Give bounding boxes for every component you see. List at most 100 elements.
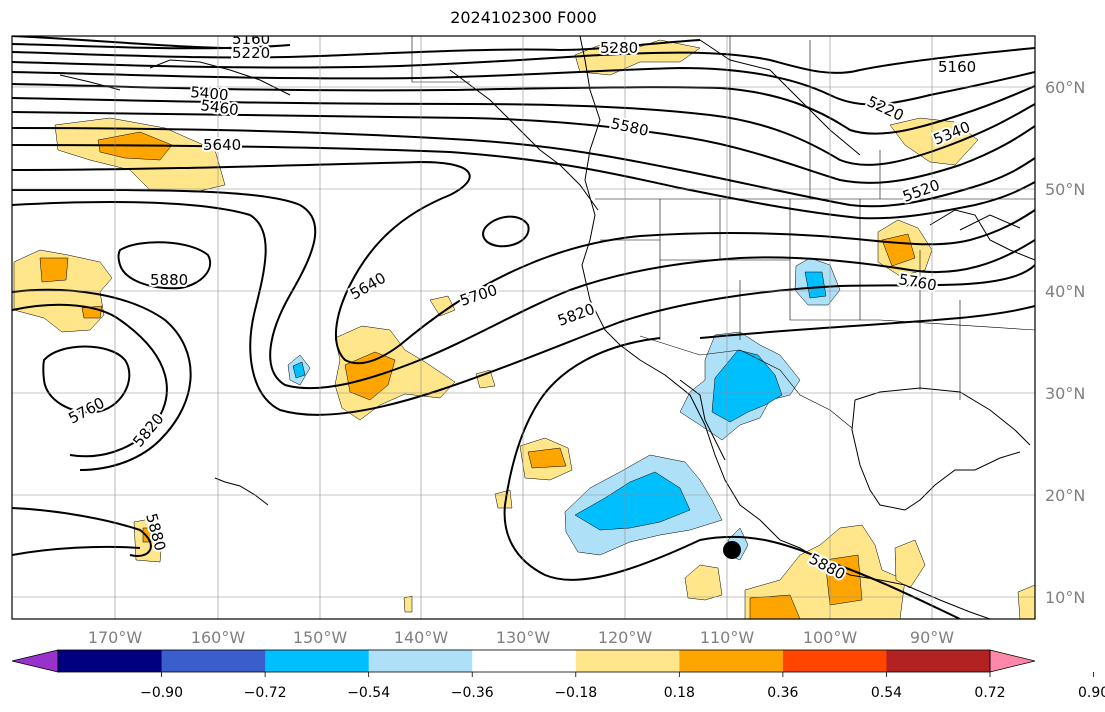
contour-label: 5160: [232, 30, 270, 48]
contour-line: [12, 288, 192, 471]
anomaly-area: [39, 257, 69, 283]
lat-lon-grid: [12, 36, 1035, 619]
positive-anomaly-shading: [13, 39, 1035, 619]
longitude-tick-label: 160°W: [191, 628, 246, 647]
contour-line: [12, 160, 1035, 365]
anomaly-area: [429, 295, 456, 317]
contour-labels: 5160 5220 5280 5160 5400 5460 5220 5340 …: [63, 30, 978, 585]
coastlines: [59, 36, 1035, 619]
coastline: [149, 59, 291, 96]
contour-label: 5220: [864, 92, 906, 124]
contour-line: [12, 188, 1035, 390]
contour-label: 5820: [555, 300, 597, 330]
colorbar-segment: [679, 650, 784, 672]
colorbar-tick-label: −0.72: [244, 685, 287, 701]
contour-line: [12, 545, 141, 556]
contour-line: [12, 43, 291, 50]
longitude-tick-label: 130°W: [496, 628, 551, 647]
contour-line: [12, 66, 1035, 106]
coastline: [959, 214, 1021, 231]
coastline: [679, 379, 726, 461]
contour-label: 5280: [600, 39, 638, 57]
colorbar-extend-high: [989, 649, 1036, 673]
contour-line: [482, 215, 530, 248]
height-contours: [12, 36, 1035, 619]
colorbar-extend-low: [11, 649, 59, 673]
negative-anomaly-shading: [287, 257, 841, 561]
longitude-tick-label: 90°W: [910, 628, 954, 647]
contour-line: [12, 507, 152, 557]
coastline: [579, 36, 991, 619]
colorbar-segment: [265, 650, 370, 672]
colorbar-tick-label: 0.18: [664, 685, 695, 701]
coastline: [699, 39, 861, 156]
longitude-tick-label: 100°W: [803, 628, 858, 647]
coastline: [851, 399, 1021, 511]
colorbar-tick-label: 0.90: [1078, 685, 1105, 701]
contour-line: [12, 36, 261, 50]
colorbar-tick-label: 0.36: [767, 685, 798, 701]
colorbar-segment: [161, 650, 266, 672]
contour-line: [12, 97, 1035, 166]
contour-label: 5760: [65, 394, 107, 428]
map-title: 2024102300 F000: [450, 8, 597, 27]
colorbar-segment: [472, 650, 577, 672]
contour-line: [12, 83, 1035, 135]
latitude-tick-label: 10°N: [1045, 588, 1085, 607]
colorbar-segment: [368, 650, 473, 672]
contour-line: [12, 201, 1035, 416]
colorbar-outline: [57, 649, 991, 673]
colorbar: [11, 649, 1036, 673]
contour-label: 5580: [609, 114, 650, 140]
anomaly-area: [527, 447, 567, 469]
anomaly-area: [684, 564, 723, 601]
anomaly-area: [1017, 584, 1035, 619]
border: [659, 199, 721, 261]
colorbar-ticks: −0.90 −0.72 −0.54 −0.36 −0.18 0.18 0.36 0.54 0.7…: [140, 672, 1105, 701]
colorbar-tick-label: −0.90: [140, 685, 183, 701]
contour-line: [117, 241, 211, 290]
colorbar-tick-label: 0.54: [871, 685, 902, 701]
anomaly-area: [292, 361, 306, 379]
coastline: [929, 209, 1035, 261]
contour-label: 5640: [203, 136, 241, 154]
anomaly-area: [574, 471, 691, 531]
longitude-ticks: 170°W 160°W 150°W 140°W 130°W 120°W 110°W 100°W…: [88, 628, 954, 647]
contour-label: 5220: [232, 44, 270, 62]
contour-line: [12, 39, 701, 59]
latitude-tick-label: 40°N: [1045, 282, 1085, 301]
contour-line: [12, 303, 168, 458]
contour-label: 5160: [938, 58, 976, 76]
coastline: [59, 74, 121, 91]
coastline: [214, 477, 269, 506]
anomaly-area: [403, 595, 413, 613]
latitude-tick-label: 20°N: [1045, 486, 1085, 505]
coastline: [854, 387, 1031, 446]
anomaly-area: [475, 369, 496, 389]
latitude-tick-label: 30°N: [1045, 384, 1085, 403]
location-marker: [723, 541, 741, 559]
contour-label: 5700: [458, 281, 500, 310]
colorbar-tick-label: −0.54: [347, 685, 390, 701]
latitude-ticks: 60°N 50°N 40°N 30°N 20°N 10°N: [1045, 78, 1085, 607]
longitude-tick-label: 120°W: [598, 628, 653, 647]
colorbar-segment: [782, 650, 887, 672]
anomaly-area: [494, 489, 513, 509]
anomaly-area: [804, 271, 827, 299]
contour-line: [12, 111, 1035, 184]
latitude-tick-label: 60°N: [1045, 78, 1085, 97]
latitude-tick-label: 50°N: [1045, 180, 1085, 199]
contour-line: [12, 127, 1035, 208]
contour-label: 5880: [150, 271, 188, 289]
longitude-tick-label: 110°W: [700, 628, 755, 647]
map-area: 5160 5220 5280 5160 5400 5460 5220 5340 …: [12, 30, 1035, 619]
longitude-tick-label: 150°W: [293, 628, 348, 647]
contour-line: [699, 305, 1035, 339]
anomaly-area: [711, 349, 783, 423]
contour-line: [42, 345, 131, 414]
colorbar-tick-label: 0.72: [974, 685, 1005, 701]
anomaly-area: [749, 594, 801, 619]
map-frame: [11, 35, 1036, 620]
colorbar-segment: [886, 650, 991, 672]
